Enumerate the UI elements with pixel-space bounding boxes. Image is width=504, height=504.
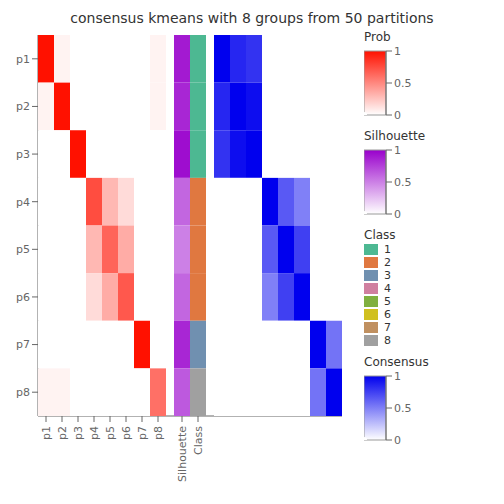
html-text:5: 5 [384, 295, 391, 308]
html-text:Silhouette: Silhouette [364, 129, 425, 143]
html-text:7: 7 [384, 321, 391, 334]
svg-text:0: 0 [394, 109, 401, 121]
svg-text:p2: p2 [16, 100, 30, 113]
svg-text:0.5: 0.5 [394, 176, 412, 189]
svg-text:p1: p1 [40, 426, 53, 440]
svg-text:p1: p1 [16, 53, 30, 66]
svg-text:p3: p3 [72, 426, 85, 440]
svg-text:0: 0 [394, 434, 401, 446]
svg-text:1: 1 [394, 144, 401, 157]
svg-text:p8: p8 [152, 426, 165, 440]
svg-text:p6: p6 [16, 291, 30, 304]
html-text:1: 1 [384, 243, 391, 256]
svg-text:0: 0 [394, 208, 401, 220]
html-text:Consensus: Consensus [364, 355, 429, 369]
svg-text:0.5: 0.5 [394, 77, 412, 90]
svg-text:p5: p5 [16, 243, 30, 256]
svg-text:p3: p3 [16, 148, 30, 161]
html-text:3: 3 [384, 269, 391, 282]
svg-text:Class: Class [192, 426, 205, 455]
svg-text:p5: p5 [104, 426, 117, 440]
svg-text:1: 1 [394, 45, 401, 58]
svg-text:p6: p6 [120, 426, 133, 440]
html-text:Prob: Prob [364, 30, 391, 44]
svg-text:p4: p4 [88, 426, 101, 440]
svg-text:0.5: 0.5 [394, 402, 412, 415]
html-text:Class: Class [364, 228, 396, 242]
svg-text:p8: p8 [16, 386, 30, 399]
svg-text:p7: p7 [16, 338, 30, 351]
svg-text:Silhouette: Silhouette [176, 426, 189, 482]
html-text:2: 2 [384, 256, 391, 269]
svg-text:1: 1 [394, 370, 401, 383]
html-text:consensus kmeans with 8 groups: consensus kmeans with 8 groups from 50 p… [70, 10, 434, 26]
html-text:4: 4 [384, 282, 391, 295]
svg-text:p4: p4 [16, 196, 30, 209]
svg-text:p7: p7 [136, 426, 149, 440]
html-text:6: 6 [384, 308, 391, 321]
html-text:8: 8 [384, 334, 391, 347]
svg-text:p2: p2 [56, 426, 69, 440]
